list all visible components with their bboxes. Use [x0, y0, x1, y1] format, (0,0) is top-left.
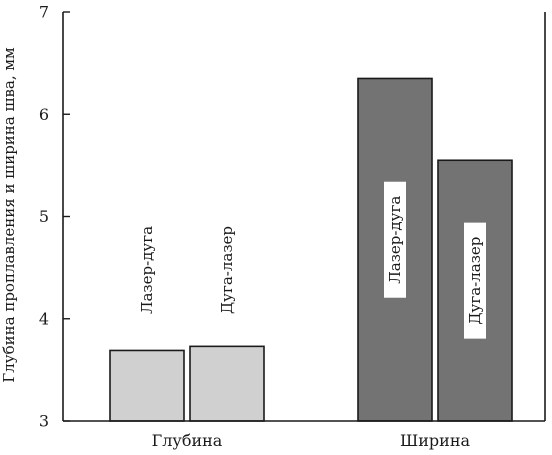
y-tick-label: 6 — [39, 105, 49, 124]
x-tick-label: Ширина — [400, 431, 470, 450]
bar-label: Лазер-дуга — [138, 226, 156, 314]
y-tick-label: 4 — [39, 309, 49, 328]
y-axis-label: Глубина проплавления и ширина шва, мм — [0, 47, 18, 383]
axes-layer: 3 4 5 6 7 Глубина Ширина — [39, 3, 546, 450]
bar-label-box — [464, 222, 486, 339]
bar-label-box — [384, 181, 406, 298]
y-tick-label: 3 — [39, 412, 49, 431]
bar-labels-layer: Лазер-дуга Дуга-лазер Лазер-дуга Дуга-лазер — [138, 181, 486, 339]
bar-Глубина-1 — [109, 349, 185, 422]
y-tick-label: 7 — [39, 3, 49, 22]
y-tick-label: 5 — [39, 207, 49, 226]
bar-label: Лазер-дуга — [386, 196, 404, 284]
bar-label: Дуга-лазер — [466, 237, 484, 325]
bars-layer — [109, 77, 513, 422]
bar-Глубина-2 — [189, 345, 265, 422]
x-tick-label: Глубина — [152, 431, 223, 450]
bar-label: Дуга-лазер — [218, 226, 236, 314]
